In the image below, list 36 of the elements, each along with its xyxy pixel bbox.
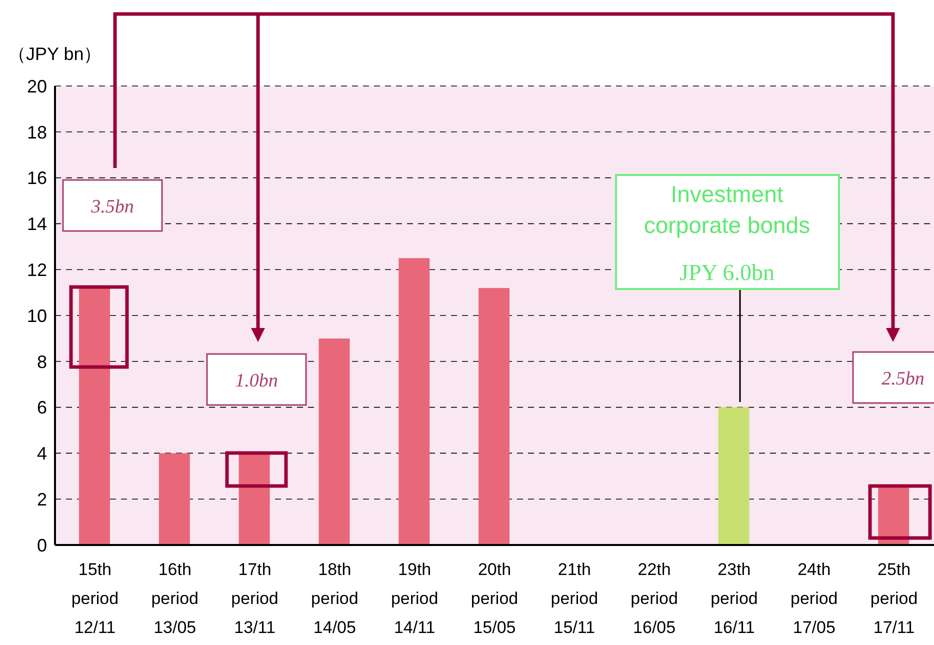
y-axis-title: （JPY bn） <box>8 44 102 64</box>
bar <box>718 407 750 545</box>
x-tick-label: 25th period 17/11 <box>870 560 918 637</box>
bar <box>158 453 190 545</box>
bar <box>318 338 350 545</box>
bar <box>478 288 510 545</box>
x-tick-label: 24th period 17/05 <box>790 560 838 637</box>
bar <box>878 488 910 545</box>
y-tick-label: 20 <box>26 76 47 96</box>
x-tick-label: 16th period 13/05 <box>151 560 198 637</box>
y-tick-label: 10 <box>26 306 47 326</box>
x-tick-label: 21th period 15/11 <box>550 560 598 637</box>
annotation: 2.5bn <box>882 368 924 390</box>
y-tick-label: 16 <box>26 168 47 188</box>
annotation: Investment corporate bonds <box>644 181 810 238</box>
annotation: 3.5bn <box>90 196 134 218</box>
y-tick-label: 14 <box>26 214 47 234</box>
x-tick-label: 20th period 15/05 <box>470 560 518 637</box>
bar <box>238 453 270 545</box>
y-tick-label: 18 <box>26 122 47 142</box>
y-tick-label: 6 <box>36 398 47 418</box>
x-tick-label: 23th period 16/11 <box>710 560 758 637</box>
y-tick-label: 4 <box>36 444 47 464</box>
x-tick-label: 15th period 12/11 <box>71 560 119 637</box>
y-tick-label: 12 <box>26 260 47 280</box>
annotation: 1.0bn <box>235 370 278 392</box>
x-tick-label: 18th period 14/05 <box>311 560 358 637</box>
annotation: JPY 6.0bn <box>680 260 775 285</box>
x-tick-label: 19th period 14/11 <box>390 560 438 637</box>
y-tick-label: 0 <box>36 535 47 556</box>
y-tick-label: 2 <box>36 489 47 510</box>
y-tick-label: 8 <box>36 352 47 372</box>
bar <box>79 288 110 545</box>
x-tick-label: 22th period 16/05 <box>630 560 678 637</box>
bar <box>398 258 430 545</box>
x-tick-label: 17th period 13/11 <box>231 560 278 637</box>
